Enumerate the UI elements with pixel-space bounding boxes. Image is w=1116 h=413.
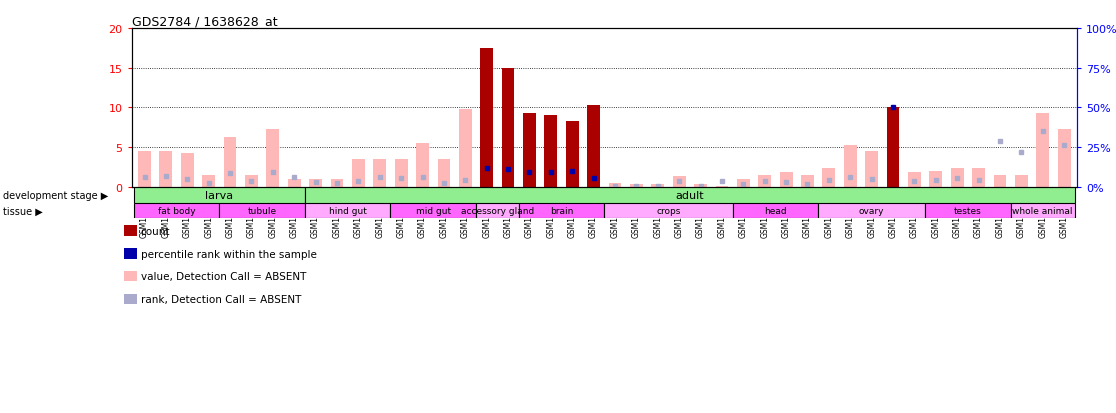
Text: GDS2784 / 1638628_at: GDS2784 / 1638628_at — [132, 15, 277, 28]
Bar — [587, 106, 600, 187]
Text: crops: crops — [656, 206, 681, 216]
Bar — [220, 203, 305, 219]
Text: adult: adult — [675, 190, 704, 200]
Bar — [267, 129, 279, 187]
Bar — [223, 138, 237, 187]
Bar — [309, 179, 323, 187]
Text: accessory gland: accessory gland — [461, 206, 535, 216]
Text: tubule: tubule — [248, 206, 277, 216]
Bar — [395, 159, 407, 187]
Bar — [374, 159, 386, 187]
Bar — [629, 185, 643, 187]
Text: larva: larva — [205, 190, 233, 200]
Bar — [134, 187, 305, 203]
Text: hind gut: hind gut — [329, 206, 367, 216]
Bar — [715, 186, 729, 187]
Bar — [519, 203, 605, 219]
Bar — [330, 179, 344, 187]
Bar — [972, 169, 985, 187]
Bar — [1058, 129, 1070, 187]
Bar — [352, 159, 365, 187]
Bar — [545, 116, 557, 187]
Bar — [818, 203, 925, 219]
Bar — [801, 176, 814, 187]
Bar — [202, 176, 215, 187]
Bar — [134, 203, 220, 219]
Bar — [993, 176, 1007, 187]
Bar — [1011, 203, 1075, 219]
Text: percentile rank within the sample: percentile rank within the sample — [141, 249, 317, 259]
Text: tissue ▶: tissue ▶ — [3, 206, 44, 216]
Text: count: count — [141, 226, 170, 236]
Bar — [246, 176, 258, 187]
Text: ovary: ovary — [859, 206, 884, 216]
Bar — [930, 171, 942, 187]
Bar — [305, 187, 1075, 203]
Bar — [416, 144, 429, 187]
Bar — [822, 169, 835, 187]
Bar — [951, 169, 963, 187]
Bar — [865, 152, 878, 187]
Text: testes: testes — [954, 206, 982, 216]
Text: brain: brain — [550, 206, 574, 216]
Bar — [437, 159, 451, 187]
Text: development stage ▶: development stage ▶ — [3, 190, 108, 200]
Bar — [502, 69, 514, 187]
Bar — [844, 145, 857, 187]
Bar — [480, 49, 493, 187]
Bar — [459, 109, 472, 187]
Bar — [908, 173, 921, 187]
Bar — [694, 185, 706, 187]
Text: mid gut: mid gut — [415, 206, 451, 216]
Text: rank, Detection Call = ABSENT: rank, Detection Call = ABSENT — [141, 294, 301, 304]
Bar — [886, 108, 899, 187]
Bar — [523, 114, 536, 187]
Bar — [305, 203, 391, 219]
Bar — [652, 184, 664, 187]
Bar — [288, 179, 300, 187]
Text: fat body: fat body — [157, 206, 195, 216]
Bar — [925, 203, 1011, 219]
Bar — [608, 183, 622, 187]
Bar — [160, 152, 172, 187]
Bar — [181, 153, 194, 187]
Bar — [566, 121, 579, 187]
Bar — [673, 177, 685, 187]
Bar — [605, 203, 732, 219]
Bar — [138, 152, 151, 187]
Bar — [758, 176, 771, 187]
Bar — [737, 179, 750, 187]
Text: value, Detection Call = ABSENT: value, Detection Call = ABSENT — [141, 272, 306, 282]
Text: head: head — [764, 206, 787, 216]
Bar — [780, 173, 792, 187]
Bar — [1037, 114, 1049, 187]
Bar — [732, 203, 818, 219]
Bar — [391, 203, 477, 219]
Bar — [1014, 176, 1028, 187]
Text: whole animal: whole animal — [1012, 206, 1072, 216]
Bar — [477, 203, 519, 219]
